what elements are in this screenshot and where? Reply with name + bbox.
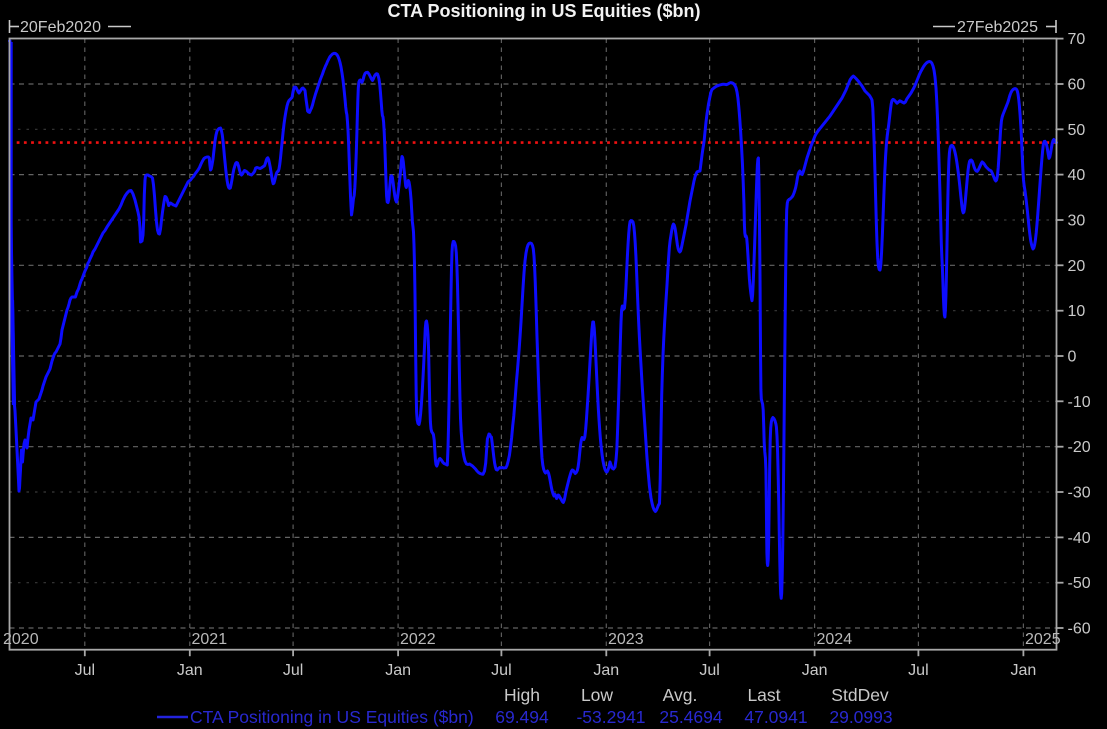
- svg-text:-20: -20: [1068, 439, 1091, 456]
- svg-text:20Feb2020: 20Feb2020: [20, 19, 101, 36]
- svg-text:-53.2941: -53.2941: [576, 707, 645, 727]
- svg-text:60: 60: [1068, 77, 1086, 94]
- svg-text:Jan: Jan: [177, 662, 203, 679]
- svg-text:Jan: Jan: [385, 662, 411, 679]
- svg-text:Jul: Jul: [491, 662, 511, 679]
- svg-text:25.4694: 25.4694: [659, 707, 723, 727]
- svg-text:2024: 2024: [817, 631, 853, 648]
- svg-text:10: 10: [1068, 303, 1086, 320]
- svg-text:-30: -30: [1068, 485, 1091, 502]
- svg-text:69.494: 69.494: [495, 707, 549, 727]
- svg-text:2020: 2020: [3, 631, 39, 648]
- svg-text:-40: -40: [1068, 530, 1091, 547]
- svg-text:Avg.: Avg.: [663, 685, 698, 705]
- svg-text:47.0941: 47.0941: [744, 707, 807, 727]
- svg-text:20: 20: [1068, 258, 1086, 275]
- svg-text:Jan: Jan: [593, 662, 619, 679]
- svg-text:CTA Positioning in US Equities: CTA Positioning in US Equities ($bn): [190, 707, 474, 727]
- svg-text:Jul: Jul: [75, 662, 95, 679]
- svg-text:2022: 2022: [400, 631, 436, 648]
- svg-text:29.0993: 29.0993: [829, 707, 892, 727]
- svg-text:-10: -10: [1068, 394, 1091, 411]
- svg-text:Low: Low: [581, 685, 613, 705]
- svg-text:70: 70: [1068, 31, 1086, 48]
- svg-text:50: 50: [1068, 122, 1086, 139]
- svg-text:CTA Positioning in US Equities: CTA Positioning in US Equities ($bn): [388, 1, 701, 21]
- svg-text:2023: 2023: [608, 631, 644, 648]
- svg-text:Jan: Jan: [1011, 662, 1037, 679]
- svg-text:Jan: Jan: [802, 662, 828, 679]
- svg-text:-60: -60: [1068, 621, 1091, 638]
- svg-text:40: 40: [1068, 167, 1086, 184]
- svg-text:StdDev: StdDev: [831, 685, 889, 705]
- svg-text:Jul: Jul: [283, 662, 303, 679]
- svg-text:Jul: Jul: [699, 662, 719, 679]
- svg-text:2025: 2025: [1025, 631, 1061, 648]
- svg-text:2021: 2021: [192, 631, 228, 648]
- svg-text:Jul: Jul: [908, 662, 928, 679]
- svg-text:Last: Last: [747, 685, 780, 705]
- svg-text:High: High: [504, 685, 540, 705]
- svg-text:-50: -50: [1068, 575, 1091, 592]
- svg-text:0: 0: [1068, 349, 1077, 366]
- svg-text:30: 30: [1068, 213, 1086, 230]
- svg-text:27Feb2025: 27Feb2025: [957, 19, 1038, 36]
